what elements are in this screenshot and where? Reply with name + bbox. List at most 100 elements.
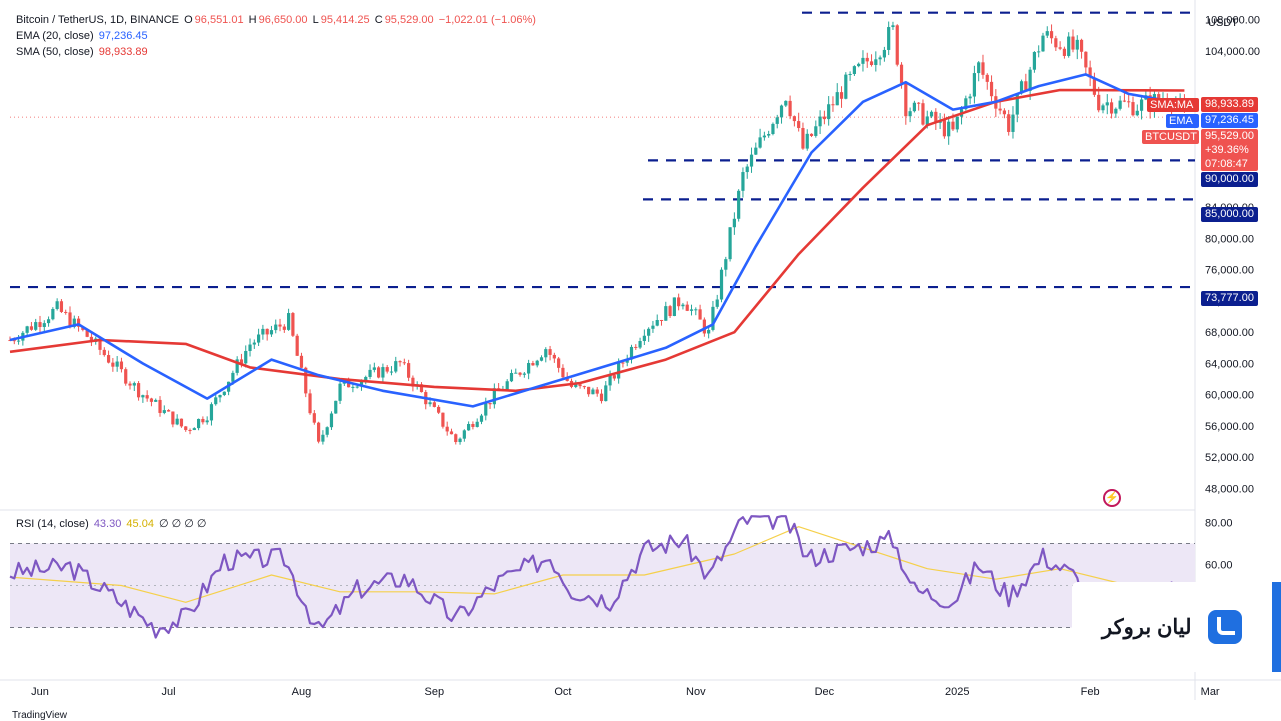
candle-body [968, 96, 972, 99]
candle-body [1045, 31, 1049, 36]
candle-body [308, 393, 312, 414]
price-tick-label: 64,000.00 [1205, 358, 1254, 370]
candle-body [407, 363, 411, 378]
candle-body [942, 120, 946, 137]
candle-body [612, 375, 616, 379]
candle-body [672, 297, 676, 317]
candle-body [1097, 94, 1101, 111]
price-tick-label: 80,000.00 [1205, 233, 1254, 245]
candle-body [278, 324, 282, 327]
candle-body [8, 340, 12, 342]
candle-body [1037, 51, 1041, 53]
alert-flash-icon[interactable]: ⚡ [1103, 489, 1121, 507]
candle-body [989, 81, 994, 97]
candle-body [587, 386, 591, 395]
candle-body [398, 361, 402, 363]
rsi-value: 43.30 [93, 518, 122, 530]
candle-body [737, 190, 741, 219]
candle-body [724, 259, 728, 270]
rsi-legend: RSI (14, close) 43.30 45.04 ∅ ∅ ∅ ∅ [16, 517, 209, 532]
candle-body [758, 137, 762, 148]
candle-body [827, 104, 831, 120]
candle-body [265, 328, 269, 335]
sma-legend: SMA (50, close) 98,933.89 [16, 45, 150, 60]
candle-body [1135, 110, 1139, 116]
candle-body [321, 434, 325, 442]
candle-body [334, 400, 338, 414]
candle-body [201, 418, 205, 423]
candle-body [441, 412, 445, 427]
candle-body [664, 306, 668, 321]
candle-body [557, 358, 561, 368]
symbol-legend: Bitcoin / TetherUS, 1D, BINANCE O 96,551.… [16, 13, 538, 28]
time-tick-label: Aug [292, 686, 312, 698]
candle-body [707, 329, 711, 334]
change-value: −1,022.01 (−1.06%) [438, 14, 536, 26]
rsi-ma-line [9, 526, 1185, 603]
candle-body [552, 354, 556, 359]
candle-body [1007, 114, 1011, 132]
candle-body [1019, 81, 1024, 94]
candle-body [1092, 77, 1097, 95]
candle-body [454, 434, 458, 443]
candle-body [462, 430, 466, 439]
candle-body [1114, 108, 1118, 114]
candle-body [715, 299, 719, 307]
candle-body [805, 133, 809, 149]
sma-price-label: 98,933.89 [1201, 97, 1258, 112]
candle-body [1101, 105, 1105, 111]
candle-body [1049, 31, 1054, 39]
low-label: L [312, 14, 319, 26]
candle-body [544, 349, 548, 358]
candle-body [668, 306, 672, 317]
candle-body [102, 349, 106, 356]
time-tick-label: Oct [554, 686, 571, 698]
candle-body [475, 421, 479, 427]
candle-body [244, 350, 248, 364]
time-tick-label: 2025 [945, 686, 969, 698]
ema-legend: EMA (20, close) 97,236.45 [16, 29, 150, 44]
candle-body [12, 340, 16, 342]
candle-body [865, 57, 869, 62]
candle-body [235, 359, 239, 373]
candle-body [835, 92, 839, 106]
candle-body [304, 367, 308, 394]
candle-body [338, 383, 342, 401]
candle-body [1127, 101, 1131, 103]
candle-body [685, 304, 689, 311]
candle-body [505, 381, 509, 390]
broker-name: لیان بروکر [1102, 616, 1192, 639]
candle-body [591, 389, 595, 395]
sma-value: 98,933.89 [98, 46, 148, 58]
ema-tag: EMA [1166, 114, 1199, 128]
candle-body [1109, 102, 1114, 114]
candle-body [754, 147, 758, 155]
candle-body [1011, 114, 1015, 132]
candle-body [136, 383, 141, 398]
candle-body [638, 341, 642, 348]
candle-body [621, 362, 625, 364]
candle-body [432, 402, 436, 407]
rsi-tick-label: 80.00 [1205, 518, 1233, 530]
candle-body [1118, 100, 1122, 109]
candle-body [818, 116, 822, 127]
symbol-tag: BTCUSDT [1142, 130, 1199, 144]
candle-body [698, 309, 702, 320]
candle-body [831, 104, 835, 106]
candle-body [985, 74, 989, 82]
candle-body [38, 322, 42, 327]
candle-body [972, 73, 977, 97]
candle-body [98, 338, 102, 350]
candle-body [899, 64, 904, 84]
candle-body [64, 311, 68, 313]
ema-label: EMA (20, close) [16, 30, 94, 42]
candle-body [355, 386, 359, 388]
candle-body [192, 428, 196, 431]
candle-body [535, 360, 539, 366]
time-tick-label: Sep [425, 686, 445, 698]
last-change: +39.36% [1205, 144, 1249, 156]
candle-body [16, 340, 21, 342]
candle-body [231, 372, 235, 382]
candle-body [1088, 67, 1092, 78]
